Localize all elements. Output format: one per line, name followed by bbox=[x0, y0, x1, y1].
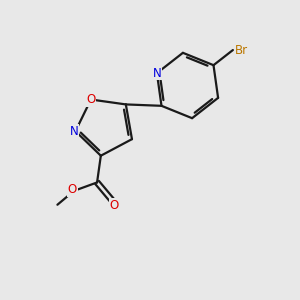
Text: O: O bbox=[86, 93, 95, 106]
Text: Br: Br bbox=[235, 44, 248, 56]
Text: N: N bbox=[70, 125, 78, 138]
Text: N: N bbox=[152, 67, 161, 80]
Text: O: O bbox=[110, 199, 119, 212]
Text: O: O bbox=[68, 183, 77, 196]
